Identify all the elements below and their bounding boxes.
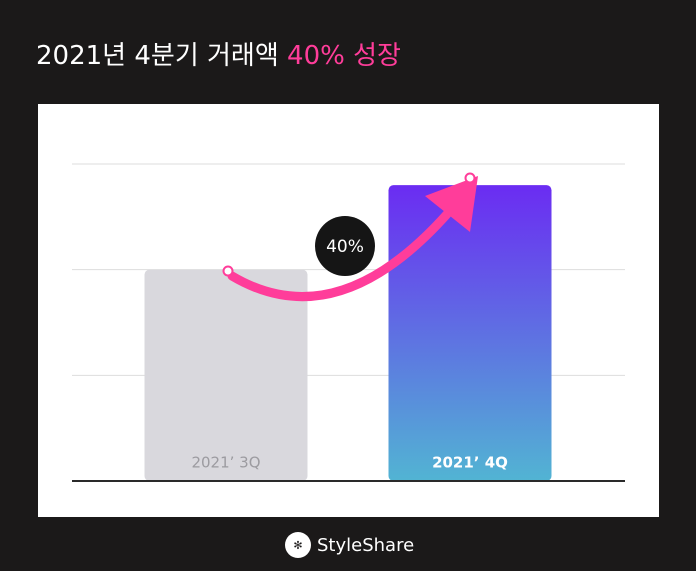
end-dot bbox=[464, 172, 476, 184]
chart-panel bbox=[38, 104, 659, 517]
bar bbox=[144, 269, 308, 481]
annotation-badge bbox=[315, 216, 375, 276]
bar bbox=[388, 185, 552, 481]
brand: StyleShare bbox=[317, 535, 414, 556]
growth-arrow bbox=[227, 200, 460, 301]
annotation: 40% bbox=[326, 237, 364, 257]
x-tick-label: 2021’ 4Q bbox=[432, 454, 508, 472]
brand-logo-mark: ✻ bbox=[293, 539, 302, 552]
brand-logo bbox=[285, 532, 311, 558]
x-tick-label: 2021’ 3Q bbox=[191, 454, 260, 472]
start-dot bbox=[222, 265, 234, 277]
title-highlight: 40% 성장 bbox=[287, 41, 401, 71]
title-text: 2021년 4분기 거래액 bbox=[36, 41, 279, 71]
chart-title: 2021년 4분기 거래액 40% 성장 bbox=[36, 41, 401, 71]
arrow-head bbox=[425, 176, 478, 232]
